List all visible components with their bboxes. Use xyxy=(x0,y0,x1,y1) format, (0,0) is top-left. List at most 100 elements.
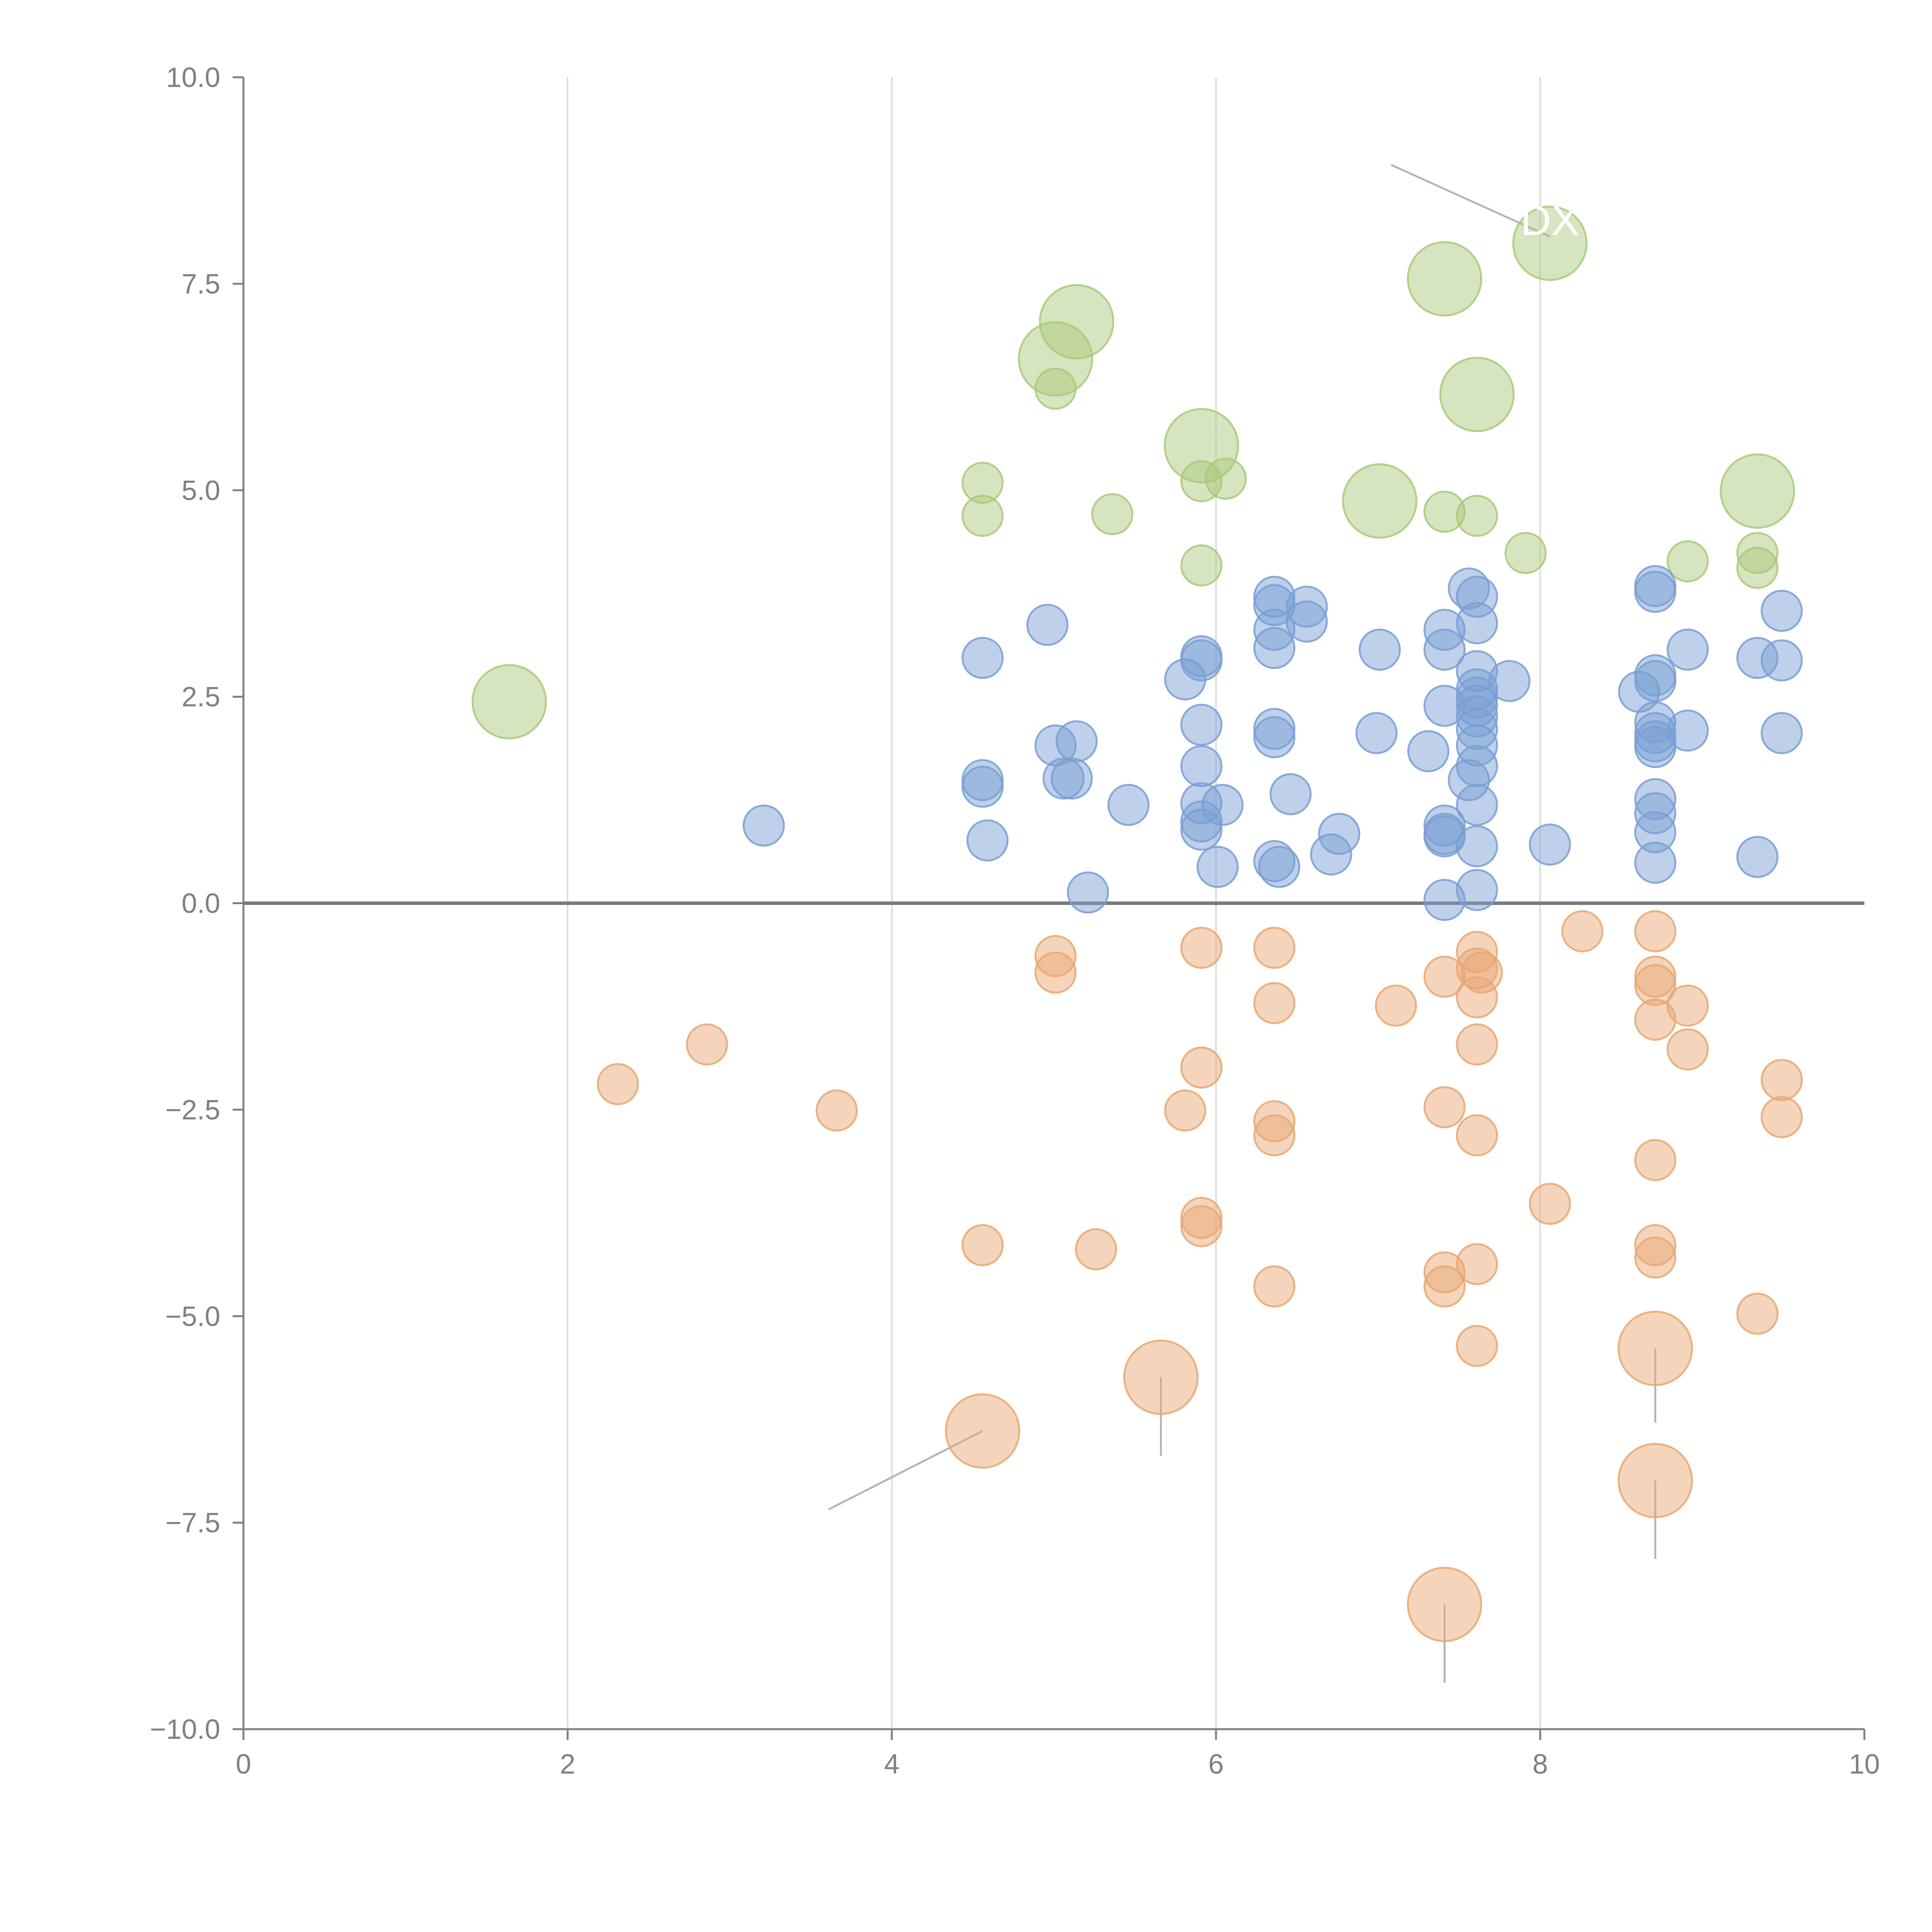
blue-bubble xyxy=(1634,811,1677,854)
blue-bubble xyxy=(1634,778,1677,820)
orange-bubble xyxy=(1634,1139,1677,1181)
blue-bubble xyxy=(1359,628,1401,671)
orange-bubble xyxy=(1456,1114,1498,1156)
orange-bubble xyxy=(1456,1243,1498,1286)
blue-bubble xyxy=(1423,628,1466,671)
green-bubble xyxy=(1719,453,1795,529)
annotation-leader-line xyxy=(1444,260,1478,280)
blue-bubble xyxy=(1253,840,1296,882)
annotation-label: DX xyxy=(1520,197,1580,244)
annotation-leader-line xyxy=(1391,164,1551,238)
orange-bubble xyxy=(1456,976,1498,1019)
blue-bubble xyxy=(1201,784,1244,826)
orange-bubble xyxy=(815,1089,858,1132)
y-tick-label: −7.5 xyxy=(165,1508,220,1539)
x-tick-label: 4 xyxy=(884,1749,900,1780)
orange-bubble xyxy=(1253,1265,1296,1308)
blue-bubble xyxy=(1107,784,1150,826)
blue-bubble xyxy=(1196,845,1239,888)
green-bubble xyxy=(1439,357,1515,432)
orange-bubble xyxy=(1456,931,1498,973)
orange-bubble xyxy=(1123,1339,1199,1415)
blue-bubble xyxy=(1488,660,1531,702)
y-tick-label: 10.0 xyxy=(166,62,220,93)
orange-bubble xyxy=(1760,1096,1803,1138)
blue-bubble xyxy=(1286,585,1328,628)
green-bubble xyxy=(1039,284,1114,360)
blue-bubble xyxy=(1051,757,1093,800)
orange-bubble xyxy=(1634,910,1677,952)
green-bubble xyxy=(1504,532,1547,574)
green-bubble xyxy=(1736,532,1779,574)
y-tick-label: 5.0 xyxy=(182,475,220,506)
orange-bubble xyxy=(1180,1046,1223,1089)
green-bubble xyxy=(1736,547,1779,589)
orange-bubble xyxy=(1617,1311,1693,1386)
blue-bubble xyxy=(1067,871,1109,914)
blue-bubble xyxy=(1456,869,1498,911)
blue-bubble xyxy=(1456,602,1498,645)
blue-bubble xyxy=(1634,842,1677,884)
blue-bubble xyxy=(1634,792,1677,835)
green-bubble xyxy=(1406,241,1482,317)
orange-bubble xyxy=(1406,1566,1482,1642)
green-bubble xyxy=(1091,493,1134,536)
orange-bubble xyxy=(1423,956,1466,998)
blue-bubble xyxy=(1634,571,1677,613)
orange-bubble xyxy=(1617,1443,1693,1519)
orange-bubble xyxy=(1253,1100,1296,1143)
blue-bubble xyxy=(1667,709,1709,752)
blue-bubble xyxy=(1253,716,1296,759)
orange-bubble xyxy=(1253,927,1296,969)
y-tick-label: −5.0 xyxy=(165,1301,220,1332)
orange-bubble xyxy=(1667,985,1709,1027)
blue-bubble xyxy=(1456,784,1498,826)
blue-bubble xyxy=(1253,609,1296,651)
y-tick-label: 0.0 xyxy=(182,888,220,919)
blue-bubble xyxy=(1355,712,1398,754)
orange-bubble xyxy=(1034,935,1077,977)
orange-bubble xyxy=(1423,1265,1466,1308)
orange-bubble xyxy=(1736,1293,1779,1335)
green-bubble xyxy=(1180,460,1223,502)
blue-bubble xyxy=(743,804,785,847)
orange-bubble xyxy=(1075,1228,1117,1270)
annotation-leader-lines xyxy=(828,164,1763,1683)
green-bubble xyxy=(961,495,1004,537)
blue-bubble xyxy=(1180,704,1223,746)
orange-bubble xyxy=(1034,951,1077,994)
orange-bubble xyxy=(686,1023,728,1066)
blue-bubble xyxy=(1760,639,1803,682)
blue-bubble xyxy=(1180,745,1223,787)
green-bubble xyxy=(1342,463,1418,539)
x-tick-label: 10 xyxy=(1849,1749,1880,1780)
orange-bubble xyxy=(1634,964,1677,1006)
blue-bubble xyxy=(1286,600,1328,643)
green-bubble xyxy=(1018,321,1094,397)
orange-bubble xyxy=(1760,1059,1803,1101)
orange-bubble xyxy=(945,1393,1020,1469)
blue-bubble xyxy=(1760,712,1803,754)
blue-bubble xyxy=(1736,836,1779,878)
blue-bubble xyxy=(961,637,1004,679)
annotation-leader-line xyxy=(1477,389,1518,395)
blue-bubble xyxy=(1026,604,1069,646)
blue-bubble xyxy=(1667,628,1709,671)
orange-bubble xyxy=(1667,1028,1709,1071)
green-bubble xyxy=(471,664,547,740)
x-tick-label: 8 xyxy=(1532,1749,1548,1780)
orange-bubble xyxy=(1253,1114,1296,1156)
orange-bubble xyxy=(1634,998,1677,1041)
blue-bubble xyxy=(1529,823,1571,866)
green-bubble xyxy=(1423,490,1466,533)
data-points xyxy=(471,206,1803,1642)
blue-bubble xyxy=(1456,825,1498,867)
blue-bubble xyxy=(1634,660,1677,702)
blue-bubble xyxy=(1407,730,1450,772)
blue-bubble xyxy=(1269,773,1312,815)
orange-bubble xyxy=(1180,927,1223,969)
annotation-leader-line xyxy=(1076,304,1102,323)
y-tick-label: 7.5 xyxy=(182,269,220,299)
orange-bubble xyxy=(1253,982,1296,1024)
